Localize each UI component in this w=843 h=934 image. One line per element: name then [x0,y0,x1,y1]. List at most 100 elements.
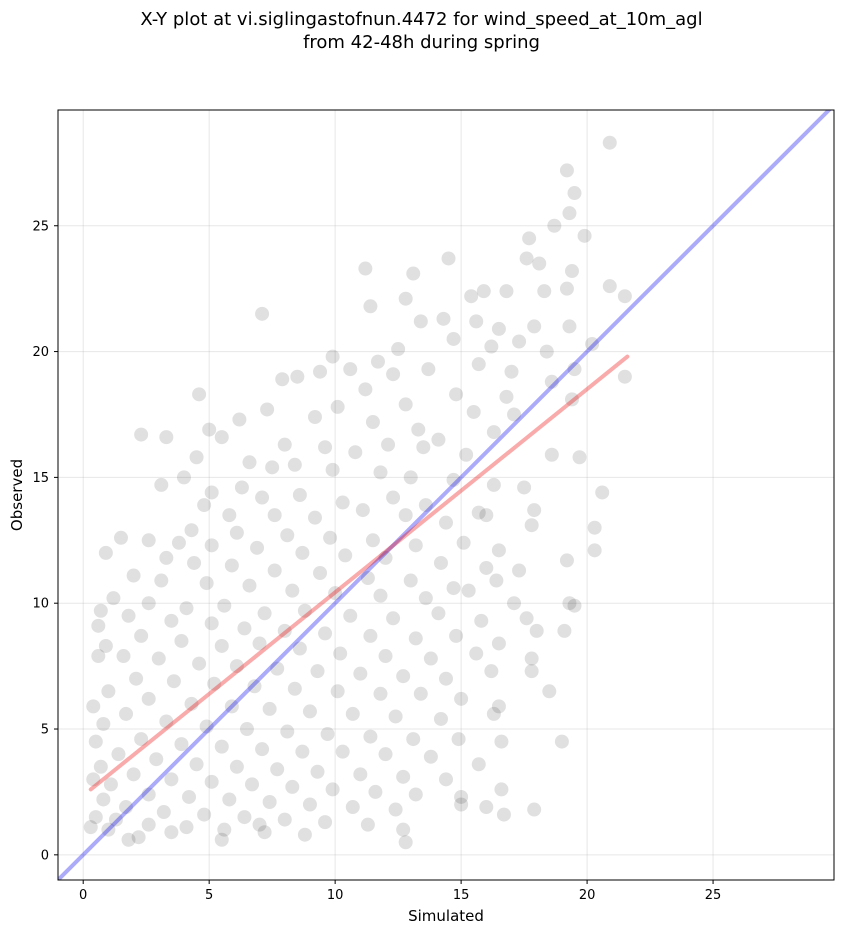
data-point [496,807,511,822]
data-point [187,555,202,570]
y-tick-label: 15 [32,471,49,486]
data-point [519,251,534,266]
data-point [287,457,302,472]
data-point [449,387,464,402]
data-point [333,646,348,661]
data-point [562,596,577,611]
data-point [224,558,239,573]
data-point [411,422,426,437]
data-point [439,671,453,686]
data-point [141,596,156,611]
data-point [433,711,448,726]
data-point [439,515,453,530]
data-point [232,412,247,427]
data-point [398,397,413,412]
data-point [297,827,312,842]
data-point [156,805,171,820]
data-point [86,699,101,714]
data-point [358,261,373,276]
data-point [98,545,113,560]
data-point [512,334,527,349]
data-point [494,782,509,797]
data-point [471,357,486,372]
data-point [320,727,335,742]
data-point [330,399,345,414]
data-point [242,578,257,593]
data-point [295,545,310,560]
data-point [325,349,340,364]
data-point [388,802,403,817]
data-point [93,759,108,774]
data-point [617,289,632,304]
data-point [318,626,333,641]
data-point [174,737,189,752]
data-point [456,535,471,550]
y-tick-label: 10 [32,597,49,612]
data-point [567,362,582,377]
data-point [381,437,396,452]
data-point [199,576,214,591]
data-point [106,591,121,606]
data-point [507,407,522,422]
data-point [222,792,237,807]
data-point [539,344,554,359]
data-point [134,628,149,643]
data-point [255,306,270,321]
data-point [119,800,134,815]
y-tick-label: 5 [41,723,49,738]
data-point [295,744,310,759]
data-point [262,794,277,809]
data-point [464,289,479,304]
data-point [479,560,494,575]
data-point [365,415,380,430]
data-point [204,538,219,553]
data-point [527,503,542,518]
x-tick-label: 15 [453,888,470,903]
data-point [318,440,333,455]
data-point [116,649,131,664]
data-point [491,699,506,714]
data-point [567,186,582,201]
data-point [297,603,312,618]
data-point [141,691,156,706]
data-point [418,498,433,513]
plot-frame [57,109,835,881]
data-point [234,480,249,495]
data-point [131,830,146,845]
data-point [197,498,212,513]
data-point [512,563,527,578]
data-point [239,722,254,737]
data-point [242,455,257,470]
data-point [406,732,421,747]
data-point [363,729,378,744]
data-point [386,611,401,626]
data-point [562,206,577,221]
data-point [527,319,542,334]
data-point [577,228,592,243]
data-point [527,802,542,817]
x-axis-label: Simulated [408,907,484,925]
data-point [564,264,579,279]
data-point [204,616,219,631]
data-point [121,608,136,623]
data-point [353,666,368,681]
data-point [358,382,373,397]
data-point [166,674,181,689]
data-point [491,543,506,558]
data-point [602,135,617,150]
data-point [507,596,522,611]
data-point [355,503,370,518]
data-point [471,757,486,772]
data-point [524,518,539,533]
data-point [86,772,101,787]
data-point [287,681,302,696]
data-point [446,472,461,487]
data-point [250,540,265,555]
data-point [328,586,343,601]
data-point [267,563,282,578]
data-point [408,538,423,553]
data-point [159,714,174,729]
data-point [451,732,466,747]
data-point [365,533,380,548]
